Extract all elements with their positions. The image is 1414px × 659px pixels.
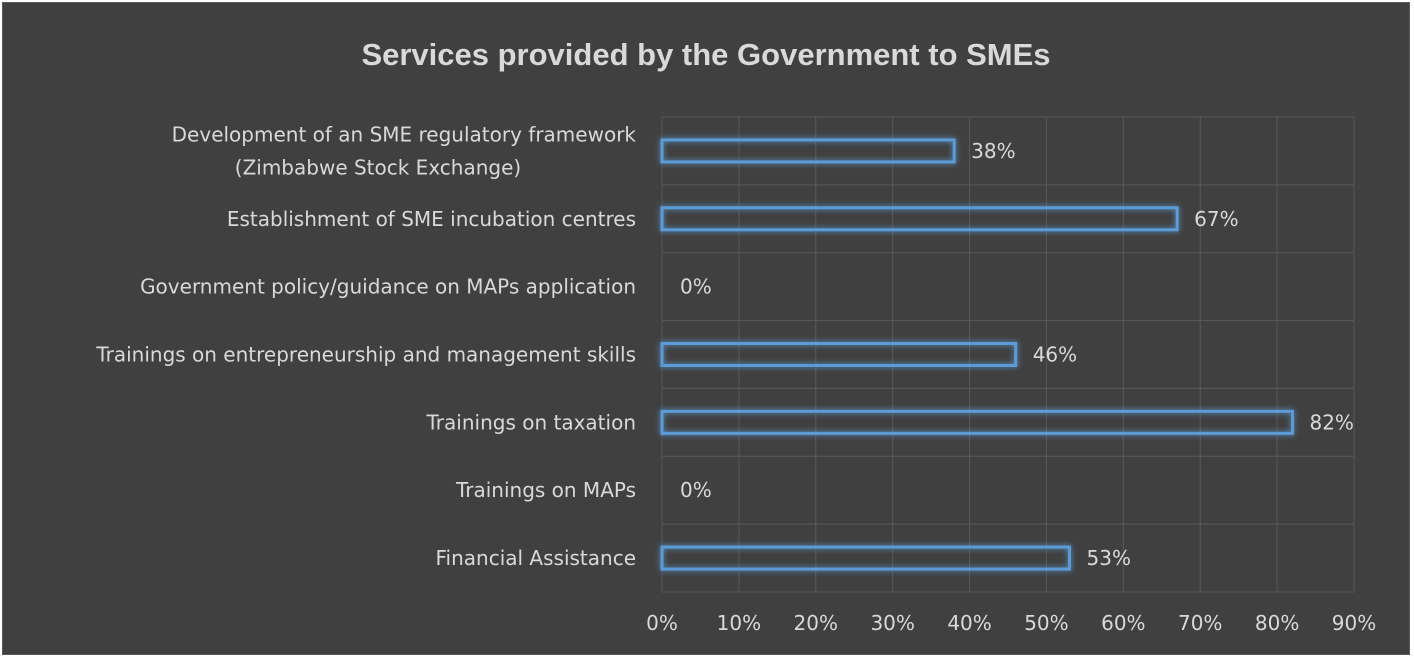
x-tick-label: 0% xyxy=(646,611,678,635)
data-label: 0% xyxy=(680,275,712,299)
category-label: Establishment of SME incubation centres xyxy=(227,207,636,231)
x-tick-label: 80% xyxy=(1255,611,1299,635)
gridlines xyxy=(661,116,1355,593)
bar xyxy=(660,206,1179,232)
data-label: 46% xyxy=(1033,343,1077,367)
category-label: Development of an SME regulatory framewo… xyxy=(172,122,637,146)
x-tick-label: 50% xyxy=(1024,611,1068,635)
bar-chart: Services provided by the Government to S… xyxy=(95,37,1376,635)
data-label: 82% xyxy=(1309,410,1353,434)
chart-title: Services provided by the Government to S… xyxy=(361,37,1050,72)
x-tick-label: 10% xyxy=(717,611,761,635)
data-label: 0% xyxy=(680,478,712,502)
x-tick-label: 60% xyxy=(1101,611,1145,635)
x-tick-label: 70% xyxy=(1178,611,1222,635)
data-label: 67% xyxy=(1194,207,1238,231)
category-label: (Zimbabwe Stock Exchange) xyxy=(235,155,521,179)
category-label: Trainings on entrepreneurship and manage… xyxy=(95,343,636,367)
x-tick-label: 20% xyxy=(794,611,838,635)
bars xyxy=(660,138,1294,571)
x-tick-label: 40% xyxy=(947,611,991,635)
category-label: Trainings on taxation xyxy=(426,410,636,434)
category-label: Government policy/guidance on MAPs appli… xyxy=(140,275,636,299)
x-tick-label: 30% xyxy=(870,611,914,635)
data-label: 53% xyxy=(1087,546,1131,570)
x-axis-ticks: 0% 10% 20% 30% 40% 50% 60% 70% 80% 90% xyxy=(646,611,1376,635)
x-tick-label: 90% xyxy=(1332,611,1376,635)
category-labels: Development of an SME regulatory framewo… xyxy=(95,122,636,570)
bar xyxy=(660,545,1072,571)
data-label: 38% xyxy=(971,139,1015,163)
bar xyxy=(660,138,956,164)
data-labels: 38% 67% 0% 46% 82% 0% 53% xyxy=(680,139,1354,570)
category-label: Financial Assistance xyxy=(435,546,636,570)
category-label: Trainings on MAPs xyxy=(455,478,636,502)
bar xyxy=(660,342,1018,367)
bar xyxy=(660,409,1294,435)
